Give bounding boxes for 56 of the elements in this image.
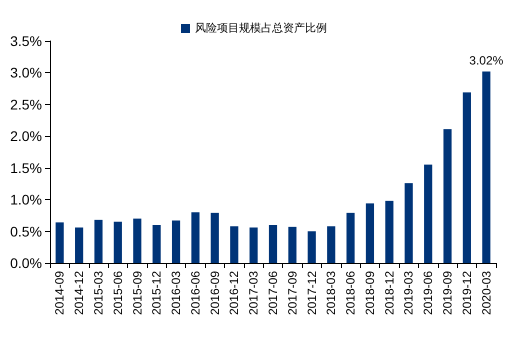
x-tick-label: 2017-09: [285, 270, 300, 316]
bar: [308, 231, 316, 263]
x-tick-label: 2019-06: [421, 270, 436, 316]
x-tick-label: 2019-09: [440, 270, 455, 316]
bar: [462, 92, 471, 263]
bar: [114, 222, 122, 263]
x-tick-label: 2018-06: [344, 270, 358, 316]
bar: [424, 164, 432, 263]
bar: [94, 220, 103, 263]
bar: [404, 183, 413, 263]
bar: [152, 224, 161, 263]
bar: [230, 226, 238, 263]
x-tick-label: 2015-12: [150, 270, 164, 316]
x-tick-label: 2020-03: [479, 270, 494, 316]
x-tick-label: 2018-03: [324, 270, 338, 316]
y-tick-label: 1.0%: [10, 192, 42, 208]
x-tick-label: 2017-03: [246, 270, 261, 316]
bar: [75, 227, 84, 263]
x-tick-label: 2016-06: [188, 270, 202, 316]
x-tick-label: 2016-12: [227, 270, 242, 316]
bar: [191, 212, 200, 263]
bar: [172, 220, 180, 263]
x-tick-label: 2016-03: [169, 270, 184, 316]
y-tick-label: 0.0%: [10, 255, 42, 271]
x-tick-label: 2014-12: [72, 270, 86, 316]
bar: [346, 212, 355, 263]
y-tick-label: 2.5%: [10, 96, 42, 112]
x-tick-label: 2018-12: [382, 270, 396, 316]
x-tick-label: 2018-09: [362, 270, 377, 316]
y-tick-label: 1.5%: [10, 160, 42, 176]
x-tick-label: 2019-12: [460, 270, 474, 316]
y-tick-label: 3.5%: [10, 33, 42, 49]
bar: [56, 222, 64, 263]
x-tick-label: 2016-09: [208, 270, 222, 316]
x-tick-label: 2015-09: [130, 270, 144, 316]
data-label: 3.02%: [469, 53, 504, 68]
legend-label: 风险项目规模占总资产比例: [195, 22, 327, 34]
x-tick-label: 2019-03: [402, 270, 416, 316]
bar: [288, 226, 296, 263]
bar: [327, 226, 336, 263]
bar: [482, 71, 490, 263]
bar: [250, 227, 258, 263]
y-tick-label: 3.0%: [10, 64, 42, 81]
bar: [268, 224, 278, 263]
bar: [366, 203, 374, 263]
x-tick-label: 2017-06: [266, 270, 280, 316]
x-tick-label: 2017-12: [304, 270, 319, 316]
y-tick-label: 2.0%: [10, 128, 42, 144]
y-tick-label: 0.5%: [10, 223, 42, 240]
bar: [385, 200, 394, 263]
x-tick-label: 2015-03: [91, 270, 106, 316]
bar: [133, 218, 142, 263]
bar: [443, 129, 452, 263]
x-tick-label: 2015-06: [110, 270, 125, 316]
x-tick-label: 2014-09: [52, 270, 67, 316]
bar: [210, 212, 219, 263]
